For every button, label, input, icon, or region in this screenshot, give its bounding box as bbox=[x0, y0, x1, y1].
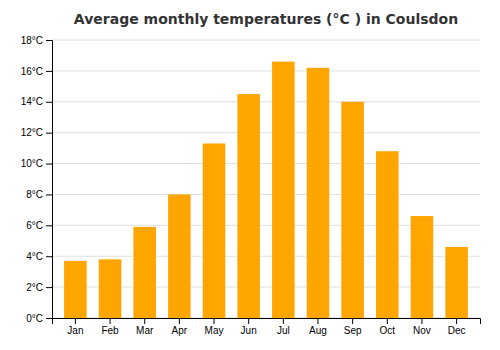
bar bbox=[411, 216, 434, 318]
grid bbox=[52, 40, 480, 318]
bar bbox=[99, 259, 122, 318]
x-tick: Apr bbox=[172, 318, 188, 336]
x-tick-label: Oct bbox=[380, 325, 396, 336]
y-tick: 10°C bbox=[21, 158, 52, 169]
chart: Jan Feb Mar Apr May Jun Jul Aug Sep Oct Nov Dec 0°C 2… bbox=[0, 0, 500, 350]
x-tick-label: Apr bbox=[172, 325, 188, 336]
bar bbox=[376, 151, 399, 318]
y-tick-mark bbox=[46, 133, 52, 134]
x-tick: Aug bbox=[309, 318, 327, 336]
x-tick: Jan bbox=[67, 318, 83, 336]
y-tick-mark bbox=[46, 225, 52, 226]
grid-line bbox=[52, 40, 480, 41]
y-tick-label: 14°C bbox=[21, 96, 43, 107]
x-axis: Jan Feb Mar Apr May Jun Jul Aug Sep Oct Nov Dec bbox=[53, 318, 481, 336]
x-tick-label: May bbox=[205, 325, 224, 336]
y-tick: 16°C bbox=[21, 66, 52, 77]
y-tick: 8°C bbox=[26, 189, 52, 200]
y-tick: 12°C bbox=[21, 127, 52, 138]
x-tick-label: Jan bbox=[67, 325, 83, 336]
x-tick-mark bbox=[248, 318, 249, 324]
grid-line bbox=[52, 132, 480, 133]
y-tick: 2°C bbox=[26, 282, 52, 293]
bar bbox=[307, 68, 330, 318]
bar bbox=[168, 194, 191, 318]
x-tick: May bbox=[205, 318, 224, 336]
y-tick-label: 6°C bbox=[26, 220, 43, 231]
y-tick-mark bbox=[46, 102, 52, 103]
x-tick-label: Feb bbox=[101, 325, 119, 336]
x-tick-mark bbox=[421, 318, 422, 324]
x-tick-label: Mar bbox=[136, 325, 154, 336]
y-tick-label: 8°C bbox=[26, 189, 43, 200]
x-tick-mark bbox=[456, 318, 457, 324]
grid-line bbox=[52, 194, 480, 195]
x-tick-label: Aug bbox=[309, 325, 327, 336]
x-tick-mark bbox=[179, 318, 180, 324]
x-tick-label: Jun bbox=[241, 325, 257, 336]
x-tick-mark bbox=[214, 318, 215, 324]
x-tick-label: Jul bbox=[277, 325, 290, 336]
y-tick-label: 18°C bbox=[21, 35, 43, 46]
y-tick: 6°C bbox=[26, 220, 52, 231]
grid-line bbox=[52, 70, 480, 71]
x-tick-mark bbox=[387, 318, 388, 324]
x-tick: Dec bbox=[448, 318, 466, 336]
grid-line bbox=[52, 163, 480, 164]
x-tick-mark bbox=[110, 318, 111, 324]
x-axis-line bbox=[53, 319, 481, 325]
x-tick: Nov bbox=[413, 318, 431, 336]
bars bbox=[64, 62, 468, 318]
y-tick-label: 0°C bbox=[26, 313, 43, 324]
bar bbox=[237, 94, 260, 318]
x-tick: Jun bbox=[241, 318, 257, 336]
x-tick-mark bbox=[75, 318, 76, 324]
bar bbox=[64, 261, 87, 318]
x-tick-label: Dec bbox=[448, 325, 466, 336]
y-tick-label: 2°C bbox=[26, 282, 43, 293]
y-tick-mark bbox=[46, 287, 52, 288]
x-tick: Oct bbox=[380, 318, 396, 336]
y-tick-mark bbox=[46, 71, 52, 72]
x-tick: Mar bbox=[136, 318, 154, 336]
x-tick-label: Sep bbox=[344, 325, 362, 336]
y-axis: 0°C 2°C 4°C 6°C 8°C 10°C 12°C 14°C 16°C 18°C bbox=[21, 35, 53, 324]
y-tick-mark bbox=[46, 194, 52, 195]
grid-line bbox=[52, 101, 480, 102]
bar bbox=[445, 247, 468, 318]
y-tick-label: 12°C bbox=[21, 127, 43, 138]
plot: Jan Feb Mar Apr May Jun Jul Aug Sep Oct Nov Dec 0°C 2… bbox=[21, 35, 481, 336]
x-tick-mark bbox=[317, 318, 318, 324]
x-tick-mark bbox=[352, 318, 353, 324]
x-tick-mark bbox=[144, 318, 145, 324]
y-tick-label: 10°C bbox=[21, 158, 43, 169]
y-axis-line bbox=[46, 41, 53, 319]
y-tick-mark bbox=[46, 164, 52, 165]
y-tick: 14°C bbox=[21, 96, 52, 107]
bar bbox=[272, 62, 295, 318]
y-tick: 0°C bbox=[26, 313, 52, 324]
bar bbox=[133, 227, 156, 318]
bar bbox=[203, 143, 226, 318]
y-tick-label: 4°C bbox=[26, 251, 43, 262]
bar bbox=[341, 102, 364, 318]
x-tick-label: Nov bbox=[413, 325, 431, 336]
y-tick-mark bbox=[46, 318, 52, 319]
x-tick: Jul bbox=[277, 318, 290, 336]
x-tick-mark bbox=[283, 318, 284, 324]
x-tick: Feb bbox=[101, 318, 119, 336]
y-tick: 18°C bbox=[21, 35, 52, 46]
y-tick-mark bbox=[46, 40, 52, 41]
y-tick: 4°C bbox=[26, 251, 52, 262]
title: Average monthly temperatures (°C ) in Co… bbox=[74, 11, 458, 27]
x-tick: Sep bbox=[344, 318, 362, 336]
y-tick-mark bbox=[46, 256, 52, 257]
y-tick-label: 16°C bbox=[21, 66, 43, 77]
